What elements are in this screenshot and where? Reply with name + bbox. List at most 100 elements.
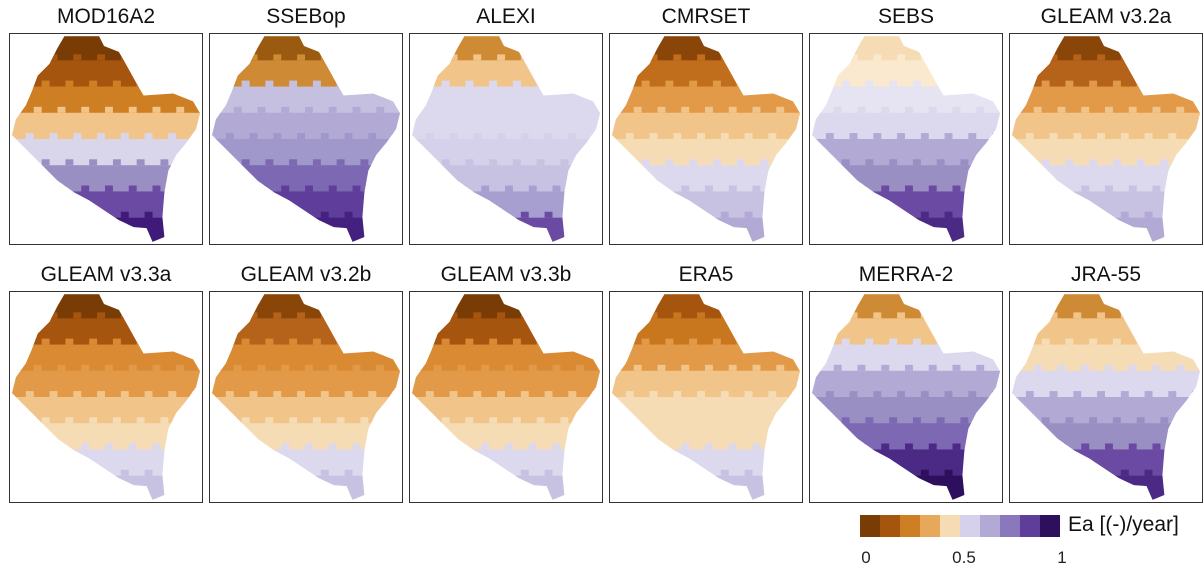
ea-cell bbox=[411, 185, 418, 192]
ea-cell bbox=[1073, 133, 1082, 139]
ea-cell bbox=[305, 364, 313, 371]
ea-cell bbox=[1184, 80, 1193, 87]
ea-cell bbox=[1017, 80, 1026, 87]
map-title: SSEBop bbox=[266, 5, 346, 28]
ea-cell bbox=[1097, 391, 1106, 397]
ea-cell bbox=[497, 54, 506, 61]
ea-cell bbox=[1000, 365, 1002, 371]
ea-cell bbox=[417, 417, 426, 424]
ea-cell bbox=[833, 185, 842, 192]
ea-cell bbox=[1192, 391, 1201, 397]
ea-cell bbox=[984, 338, 993, 345]
ea-cell bbox=[305, 106, 313, 113]
ea-cell bbox=[649, 133, 658, 139]
ea-cell bbox=[384, 159, 393, 166]
ea-cell bbox=[520, 469, 529, 476]
ea-cell bbox=[897, 133, 906, 139]
ea-cell bbox=[1049, 211, 1058, 218]
ea-cell bbox=[128, 185, 137, 192]
ea-cell bbox=[1033, 185, 1042, 192]
ea-cell bbox=[497, 312, 506, 319]
ea-cell bbox=[697, 469, 706, 476]
ea-cell bbox=[1025, 133, 1034, 139]
ea-cell bbox=[411, 443, 418, 450]
ea-cell bbox=[1025, 211, 1034, 218]
ea-cell bbox=[720, 133, 729, 139]
ea-cell bbox=[905, 443, 913, 450]
ea-cell bbox=[281, 364, 290, 371]
ea-band bbox=[11, 217, 201, 242]
ea-cell bbox=[697, 312, 706, 319]
ea-cell bbox=[920, 211, 929, 218]
ea-cell bbox=[344, 391, 353, 397]
ea-cell bbox=[817, 159, 826, 166]
ea-cell bbox=[241, 338, 250, 345]
ea-cell bbox=[849, 211, 858, 218]
ea-cell bbox=[689, 80, 698, 87]
ea-cell bbox=[520, 133, 529, 139]
ea-cell bbox=[617, 159, 626, 166]
map-panel bbox=[209, 33, 403, 245]
colorbar-swatch bbox=[940, 515, 960, 537]
ea-cell bbox=[273, 391, 282, 397]
ea-cell bbox=[1168, 211, 1177, 218]
ea-cell bbox=[641, 159, 650, 166]
ea-cell bbox=[776, 106, 785, 113]
map-panel bbox=[809, 33, 1003, 245]
ea-cell bbox=[528, 106, 537, 113]
ea-cell bbox=[289, 159, 298, 166]
ea-cell bbox=[297, 211, 306, 218]
ea-cell bbox=[873, 54, 882, 61]
ea-cell bbox=[481, 185, 490, 192]
ea-cell bbox=[1112, 417, 1121, 424]
ea-cell bbox=[1011, 106, 1018, 113]
ea-cell bbox=[105, 185, 113, 192]
ea-cell bbox=[168, 54, 177, 61]
ea-cell bbox=[728, 185, 737, 192]
ea-cell bbox=[952, 364, 961, 371]
ea-cell bbox=[976, 185, 985, 192]
ea-cell bbox=[1033, 106, 1042, 113]
ea-cell bbox=[857, 185, 866, 192]
basin-map bbox=[811, 294, 1002, 500]
ea-cell bbox=[800, 186, 802, 192]
ea-cell bbox=[817, 80, 826, 87]
ea-cell bbox=[1112, 338, 1121, 345]
ea-cell bbox=[89, 338, 98, 345]
ea-cell bbox=[1144, 469, 1153, 476]
ea-cell bbox=[649, 312, 658, 319]
ea-band bbox=[811, 475, 1001, 500]
ea-band bbox=[611, 217, 801, 242]
ea-cell bbox=[41, 80, 50, 87]
ea-cell bbox=[192, 391, 201, 397]
ea-band bbox=[11, 191, 201, 219]
ea-band bbox=[411, 217, 601, 242]
ea-cell bbox=[400, 107, 402, 113]
ea-cell bbox=[1136, 159, 1145, 166]
ea-band bbox=[211, 217, 401, 242]
ea-cell bbox=[457, 443, 466, 450]
ea-cell bbox=[665, 338, 674, 345]
ea-cell bbox=[160, 80, 169, 87]
ea-cell bbox=[611, 443, 618, 450]
ea-cell bbox=[1192, 469, 1201, 476]
ea-cell bbox=[328, 106, 337, 113]
ea-cell bbox=[768, 133, 777, 139]
ea-band bbox=[611, 191, 801, 219]
ea-cell bbox=[752, 185, 761, 192]
ea-cell bbox=[1120, 312, 1129, 319]
ea-cell bbox=[905, 364, 913, 371]
ea-cell bbox=[152, 443, 161, 450]
ea-cell bbox=[560, 338, 569, 345]
ea-cell bbox=[568, 391, 577, 397]
ea-cell bbox=[344, 312, 353, 319]
ea-cell bbox=[552, 443, 561, 450]
ea-cell bbox=[841, 159, 850, 166]
ea-cell bbox=[1057, 364, 1066, 371]
ea-cell bbox=[192, 469, 201, 476]
ea-cell bbox=[281, 185, 290, 192]
ea-cell bbox=[776, 443, 785, 450]
ea-cell bbox=[1176, 185, 1185, 192]
ea-cell bbox=[792, 211, 801, 218]
ea-cell bbox=[825, 211, 834, 218]
